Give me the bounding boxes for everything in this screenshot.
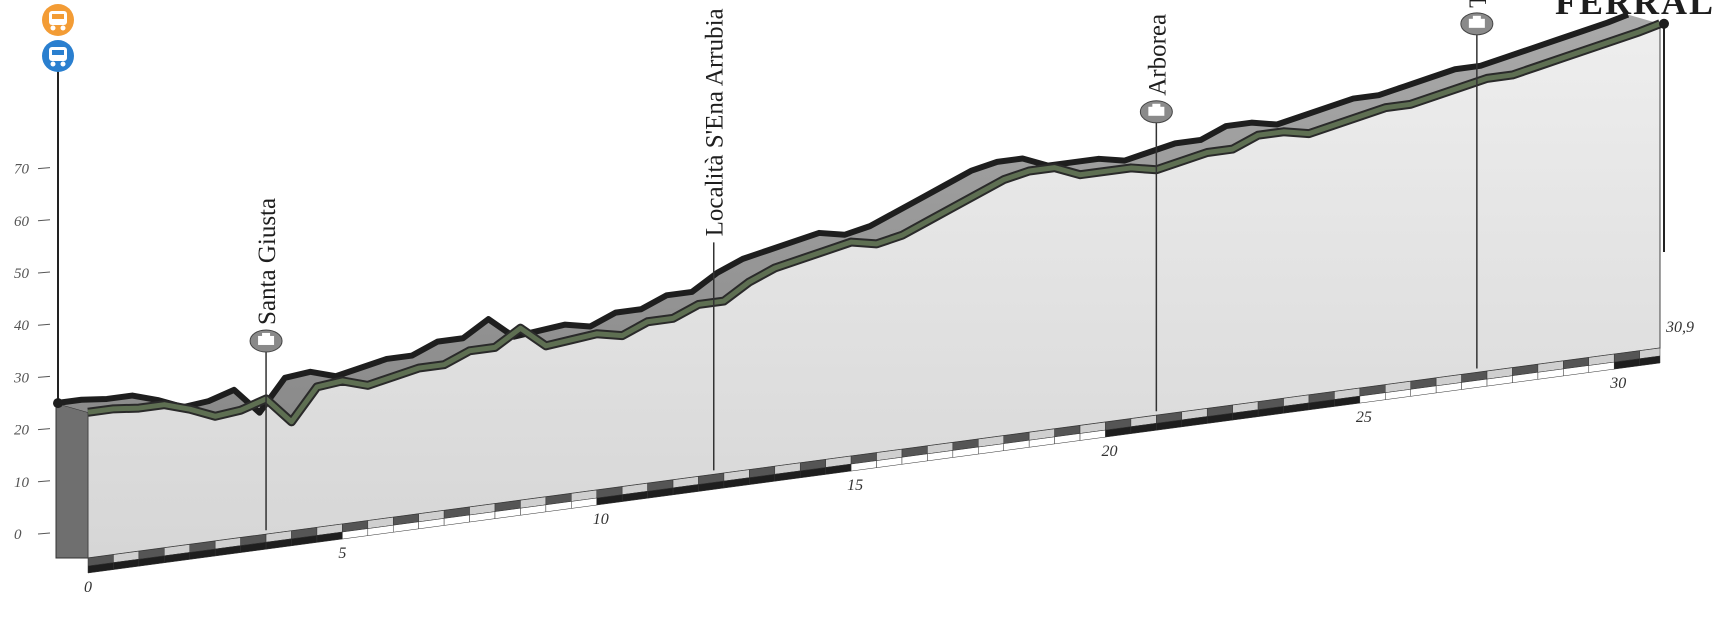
- km-band: [87, 347, 1661, 574]
- y-axis: 0 10 20 30 40 50 60 70: [13, 162, 51, 543]
- x-tick-label: 5: [338, 545, 346, 562]
- y-tick-label: 60: [14, 214, 30, 230]
- finish-label: FERRAL: [1555, 0, 1715, 22]
- y-tick-mark: [37, 323, 51, 326]
- finish-point: [1659, 18, 1669, 29]
- bus-icon: [42, 4, 74, 36]
- x-axis: 0 5 10 15 20 25 30 30,9: [84, 319, 1694, 596]
- y-tick-mark: [37, 532, 51, 535]
- terrain-ridge-line: [55, 11, 1630, 416]
- town-icon: [1139, 100, 1173, 124]
- x-tick-label: 0: [84, 579, 92, 596]
- x-tick-label: 30: [1609, 375, 1626, 392]
- place-label: Arborea: [1144, 14, 1171, 96]
- y-tick-label: 70: [14, 162, 30, 178]
- km-band-segment: [1639, 355, 1661, 367]
- y-tick-label: 0: [14, 527, 22, 543]
- y-tick-label: 10: [14, 475, 30, 491]
- y-tick-label: 40: [14, 318, 30, 334]
- town-icon: [1460, 12, 1494, 36]
- y-tick-mark: [37, 480, 51, 483]
- place-label: Tanca Marchese: [1465, 0, 1492, 8]
- y-tick-mark: [37, 271, 51, 274]
- x-tick-label: 25: [1356, 409, 1372, 426]
- route-line: [87, 21, 1661, 425]
- y-tick-mark: [37, 219, 51, 222]
- x-tick-label: 20: [1101, 443, 1117, 460]
- place-label: Località S'Ena Arrubia: [702, 8, 729, 236]
- place-label: Santa Giusta: [254, 198, 281, 325]
- start-icon-group: [42, 4, 74, 72]
- y-tick-label: 50: [14, 266, 30, 282]
- bus-icon: [42, 40, 74, 72]
- y-tick-mark: [37, 375, 51, 378]
- start-point: [53, 398, 63, 409]
- town-icon: [249, 329, 283, 353]
- y-tick-mark: [37, 167, 51, 170]
- y-tick-mark: [37, 428, 51, 431]
- x-tick-label: 15: [847, 477, 863, 494]
- y-tick-label: 30: [13, 370, 30, 386]
- places-layer: Santa Giusta Località S'Ena Arrubia Arbore…: [249, 0, 1494, 531]
- x-tick-label: 10: [593, 511, 609, 528]
- terrain-side-face: [55, 402, 89, 559]
- x-tick-label: 30,9: [1665, 319, 1694, 336]
- y-tick-label: 20: [14, 423, 30, 439]
